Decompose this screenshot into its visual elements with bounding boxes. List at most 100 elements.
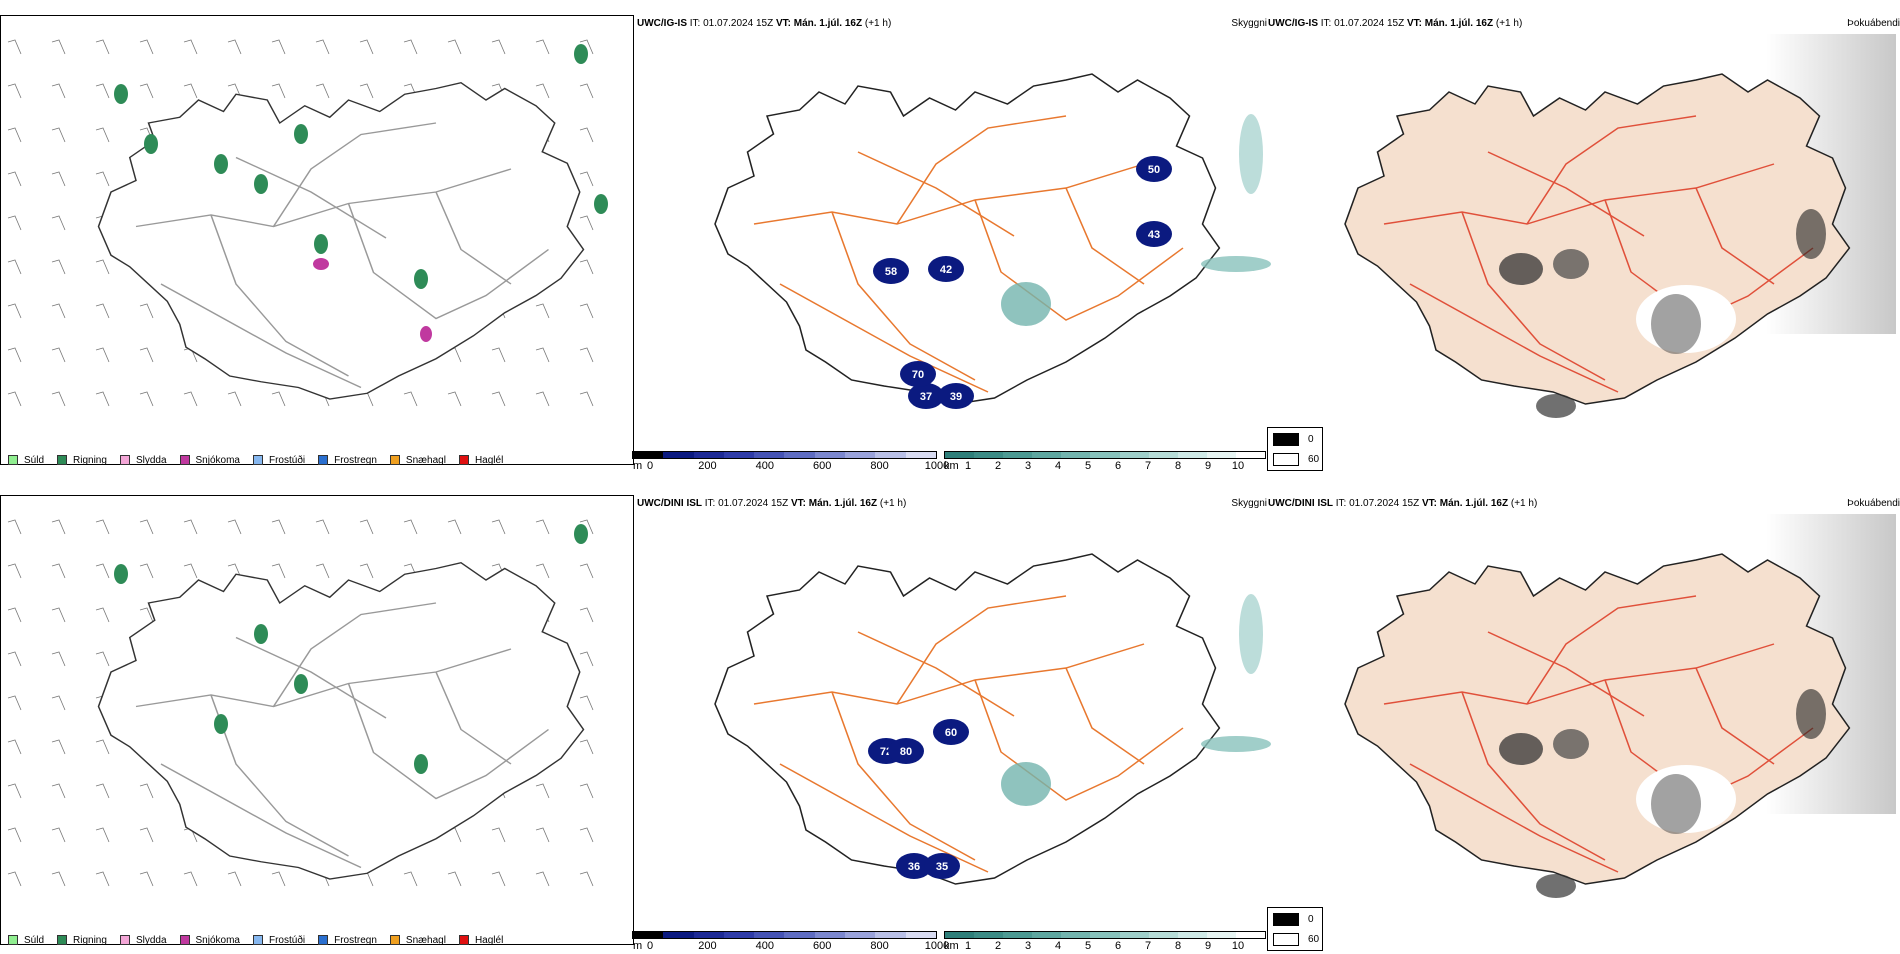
wind-barb — [447, 871, 462, 887]
colorbar-step — [633, 452, 664, 458]
wind-barb — [139, 303, 154, 319]
wind-barb — [51, 127, 66, 143]
wind-barb — [447, 39, 462, 55]
visibility-tick: 3 — [1024, 940, 1032, 952]
legend-swatch — [57, 935, 68, 945]
colorbar-step — [1061, 452, 1091, 458]
precip-map[interactable] — [1, 34, 633, 444]
legend-item: Snæhagl — [389, 935, 446, 946]
ceiling-tick: 800 — [870, 940, 889, 952]
precip-map[interactable] — [1, 514, 633, 924]
visibility-colorbar — [944, 451, 1266, 459]
wind-barb — [579, 783, 594, 799]
visibility-tick: 10 — [1231, 940, 1245, 952]
wind-barb — [227, 83, 242, 99]
colorbar-step — [693, 932, 724, 938]
colorbar-step — [1235, 452, 1266, 458]
wind-barb — [579, 563, 594, 579]
road-line — [272, 122, 437, 227]
model-name: UWC/IG-IS — [1268, 18, 1318, 29]
legend-swatch — [389, 935, 400, 945]
fog-area — [1553, 729, 1589, 759]
cloud-base-map[interactable]: 58 42 37 39 43 50 70 — [636, 34, 1271, 434]
road-line — [1383, 643, 1775, 705]
wind-barb — [271, 83, 286, 99]
road-line — [779, 283, 989, 393]
road-line — [435, 191, 512, 285]
visibility-tick: 9 — [1204, 460, 1212, 472]
legend-item: Frostúði — [252, 455, 305, 466]
fog-area — [1796, 689, 1826, 739]
rain-area — [414, 754, 428, 774]
cloud-base-value: 70 — [912, 369, 924, 381]
wind-barb — [579, 83, 594, 99]
wind-barb — [51, 871, 66, 887]
fog-legend-swatch — [1273, 933, 1299, 946]
cloud-base-value: 39 — [950, 391, 962, 403]
legend-swatch — [119, 935, 130, 945]
legend-item: Frostregn — [318, 935, 377, 946]
wind-barb — [491, 391, 506, 407]
legend-swatch — [57, 455, 68, 465]
low-visibility-area — [1001, 282, 1051, 326]
colorbar-step — [1032, 932, 1062, 938]
wind-barb — [183, 519, 198, 535]
legend-item: Snjókoma — [179, 934, 240, 946]
wind-barb — [579, 215, 594, 231]
road-line — [1409, 763, 1619, 873]
precip-legend: Súld Rigning Slydda Snjókoma Frostúði Frostre… — [8, 451, 516, 469]
legend-label: Rigning — [73, 454, 107, 466]
wind-barb — [7, 39, 22, 55]
colorbar-step — [1177, 452, 1207, 458]
legend-item: Rigning — [57, 935, 107, 946]
wind-barb — [51, 391, 66, 407]
wind-barb — [95, 519, 110, 535]
wind-barb — [579, 259, 594, 275]
colorbar-step — [784, 932, 815, 938]
visibility-tick: 6 — [1114, 460, 1122, 472]
wind-barb — [535, 303, 550, 319]
ceiling-colorbar — [632, 931, 937, 939]
panel-title-cloud: Skyggni — [1231, 18, 1267, 29]
fog-area — [1499, 253, 1543, 285]
wind-barb — [271, 563, 286, 579]
rain-area — [594, 194, 608, 214]
fog-indicator-map[interactable] — [1266, 34, 1896, 434]
road-line — [160, 283, 362, 389]
wind-barb — [579, 391, 594, 407]
fog-indicator-map[interactable] — [1266, 514, 1896, 914]
valid-time: VT: Mán. 1.júl. 16Z — [1421, 498, 1509, 509]
visibility-tick: 1 — [964, 940, 972, 952]
visibility-unit: km — [944, 940, 959, 952]
wind-barb — [95, 347, 110, 363]
wind-barb — [95, 607, 110, 623]
colorbar-step — [663, 452, 694, 458]
rain-area — [574, 524, 588, 544]
wind-barb — [359, 39, 374, 55]
wind-barb — [271, 519, 286, 535]
cloud-base-value: 43 — [1148, 229, 1160, 241]
ceiling-tick: 600 — [813, 940, 832, 952]
colorbar-step — [945, 452, 975, 458]
wind-barb — [403, 39, 418, 55]
legend-swatch — [318, 455, 329, 465]
road-line — [1409, 283, 1619, 393]
visibility-tick: 9 — [1204, 940, 1212, 952]
legend-label: Snjókoma — [195, 934, 240, 946]
ceiling-ticks: 0 200 400 600 800 1000 — [632, 940, 949, 954]
low-cloud-base-area — [888, 738, 924, 764]
road-line — [1526, 115, 1697, 225]
cloud-base-value: 60 — [945, 727, 957, 739]
colorbar-step — [945, 932, 975, 938]
wind-barb — [7, 215, 22, 231]
fog-area — [1536, 874, 1576, 898]
iceland-coastline — [714, 553, 1221, 885]
colorbar-step — [633, 932, 664, 938]
iceland-coastline — [97, 562, 585, 880]
colorbar-step — [754, 932, 785, 938]
legend-item: Rigning — [57, 455, 107, 466]
model-name: UWC/DINI ISL — [637, 498, 702, 509]
colorbar-step — [875, 452, 906, 458]
wind-barb — [535, 83, 550, 99]
